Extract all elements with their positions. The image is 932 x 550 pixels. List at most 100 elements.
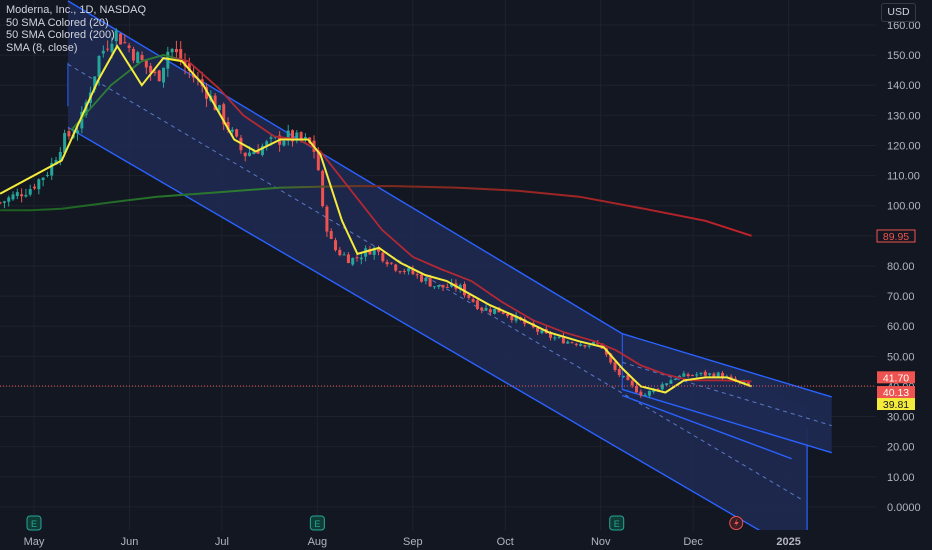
candle-body: [7, 197, 11, 202]
candle-body: [63, 132, 67, 154]
candle: [119, 32, 123, 45]
candle: [20, 188, 24, 203]
earnings-icon: [26, 515, 42, 531]
candle-body: [114, 30, 118, 42]
candle-body: [303, 136, 307, 139]
candle-body: [729, 376, 733, 378]
candle-body: [574, 343, 578, 345]
candle-body: [480, 307, 484, 311]
candle-body: [230, 129, 234, 132]
candle: [622, 375, 626, 379]
candle-body: [695, 374, 699, 376]
earnings-marker: E: [609, 515, 625, 531]
candle: [471, 297, 475, 303]
candle: [686, 372, 690, 378]
candle-body: [583, 345, 587, 347]
candle: [222, 102, 226, 130]
candle: [0, 201, 2, 205]
candle-body: [162, 67, 166, 83]
candle: [295, 130, 299, 144]
candle: [381, 252, 385, 263]
y-tick-label: 50.00: [887, 351, 915, 363]
price-label-text: 39.81: [883, 399, 909, 411]
candle-body: [475, 300, 479, 310]
candle: [587, 345, 591, 349]
candle-body: [54, 160, 58, 165]
earnings-icon-letter: E: [31, 519, 37, 529]
candle-body: [647, 390, 651, 396]
candle: [67, 127, 71, 140]
candle-body: [441, 284, 445, 288]
y-tick-label: 80.00: [887, 261, 915, 273]
candle-body: [50, 163, 54, 176]
candle: [398, 270, 402, 274]
candle-body: [325, 206, 329, 232]
candle-body: [458, 284, 462, 290]
candle-body: [140, 54, 144, 61]
candle-body: [67, 131, 71, 137]
candle-body: [119, 33, 123, 45]
y-tick-label: 10.00: [887, 472, 915, 484]
candle-body: [665, 383, 669, 386]
candle-body: [316, 150, 320, 171]
candle-body: [20, 194, 24, 197]
earnings-icon-letter: E: [614, 519, 620, 529]
x-tick-label: Jul: [215, 536, 229, 548]
x-tick-label: 2025: [776, 536, 800, 548]
candle: [579, 341, 583, 347]
candle-body: [420, 274, 424, 282]
candle-body: [265, 141, 269, 147]
candle-body: [321, 170, 325, 207]
candle-body: [11, 194, 15, 200]
candle: [682, 371, 686, 377]
earnings-icon-letter: E: [314, 519, 320, 529]
candle-body: [682, 373, 686, 377]
candle: [402, 268, 406, 275]
candle-body: [699, 372, 703, 374]
candle: [136, 50, 140, 64]
legend-sma8[interactable]: SMA (8, close): [6, 41, 78, 54]
candle: [415, 272, 419, 279]
candle: [157, 69, 161, 82]
y-tick-label: 110.00: [887, 171, 920, 183]
candle-body: [377, 249, 381, 252]
candle: [488, 306, 492, 316]
legend-symbol[interactable]: Moderna, Inc., 1D, NASDAQ: [6, 4, 146, 16]
candle: [441, 284, 445, 292]
candle-body: [660, 384, 664, 390]
candle: [424, 277, 428, 285]
y-tick-label: 30.00: [887, 412, 915, 424]
currency-button[interactable]: USD: [881, 3, 916, 22]
channel-fill: [622, 333, 832, 453]
candle: [205, 83, 209, 108]
candle: [437, 284, 441, 290]
candle: [41, 177, 45, 187]
candle: [514, 312, 518, 324]
candle-body: [359, 257, 363, 260]
price-label-box: [876, 229, 916, 243]
price-label: 39.81: [877, 398, 915, 411]
y-tick-label: 0.0000: [887, 502, 921, 514]
price-label-box: [877, 386, 915, 399]
candle-body: [106, 48, 110, 50]
candle-body: [402, 270, 406, 272]
candle-body: [110, 43, 114, 52]
candle-body: [587, 345, 591, 347]
candle-body: [622, 375, 626, 377]
candle-body: [506, 313, 510, 317]
candle-body: [248, 152, 252, 156]
candle: [260, 143, 264, 157]
candle-body: [144, 60, 148, 68]
candle-body: [643, 394, 647, 396]
y-tick-label: 160.00: [887, 20, 921, 32]
legend-sma20[interactable]: 50 SMA Colored (20): [6, 16, 109, 29]
candle-body: [630, 380, 634, 386]
candle: [467, 294, 471, 300]
candle: [493, 308, 497, 315]
legend-sma200[interactable]: 50 SMA Colored (200): [6, 29, 115, 41]
candle: [420, 272, 424, 283]
candle-body: [673, 378, 677, 380]
candle-body: [463, 284, 467, 296]
sma8-line: [0, 44, 752, 394]
